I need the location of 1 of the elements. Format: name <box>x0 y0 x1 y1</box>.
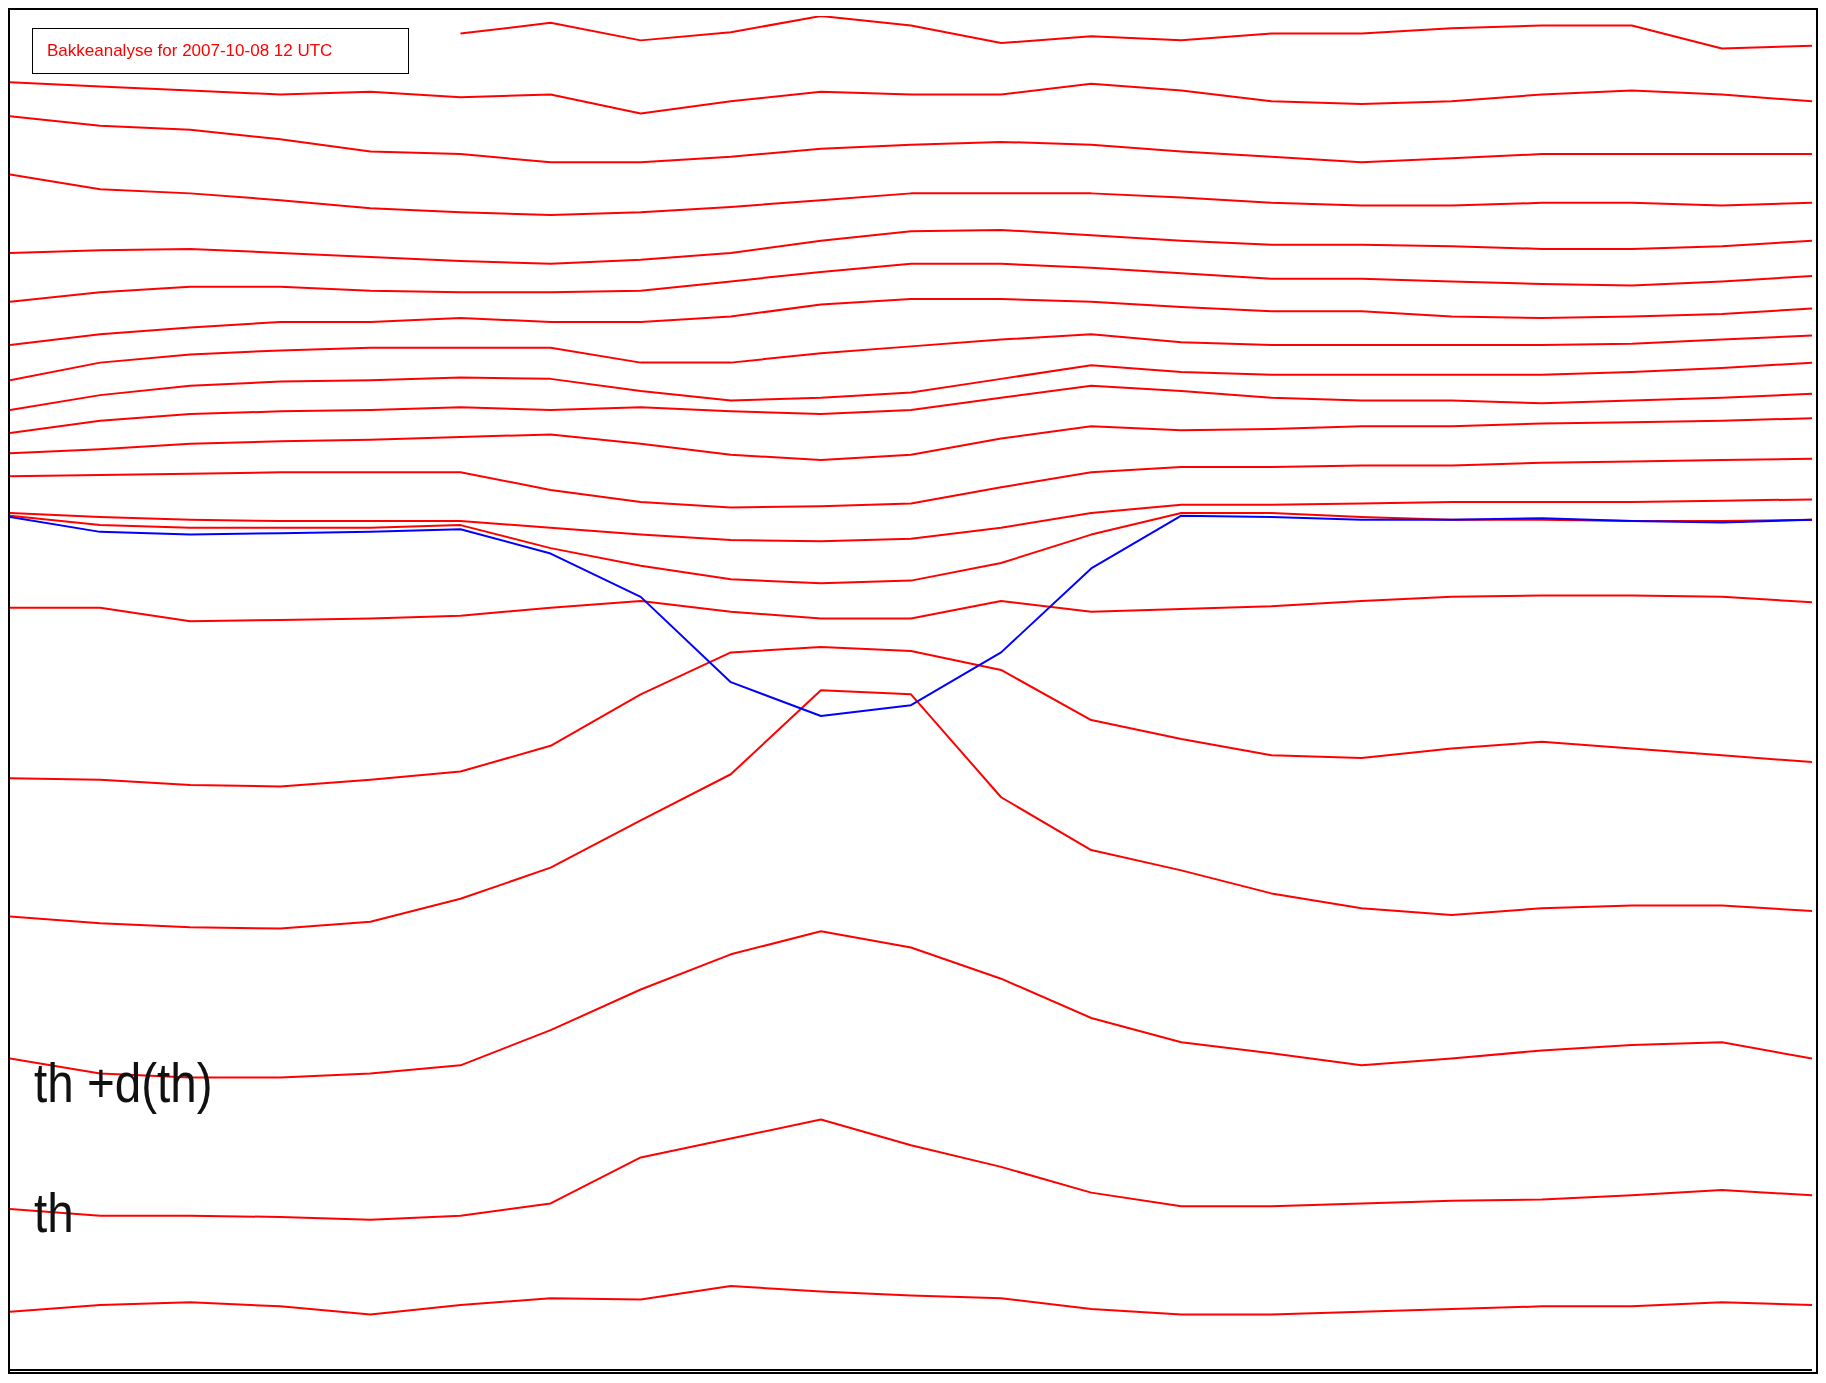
text: Bakkeanalyse for 2007-10-08 12 UTC <box>32 28 409 74</box>
